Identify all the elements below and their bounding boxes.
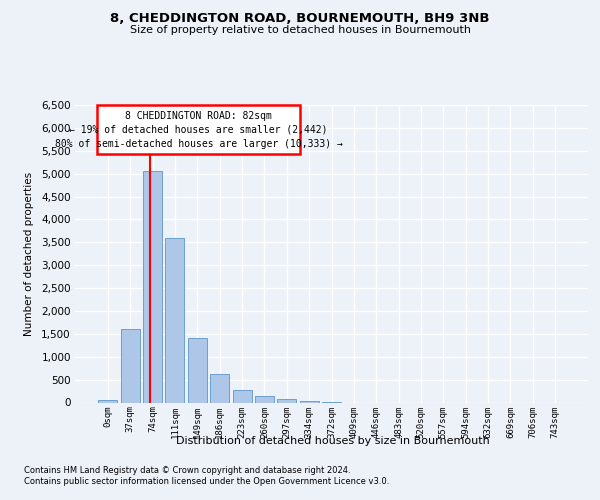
Text: Contains HM Land Registry data © Crown copyright and database right 2024.: Contains HM Land Registry data © Crown c… <box>24 466 350 475</box>
Bar <box>98 400 118 402</box>
Bar <box>166 238 184 402</box>
Bar <box>143 172 162 402</box>
Bar <box>188 338 207 402</box>
Text: Contains public sector information licensed under the Open Government Licence v3: Contains public sector information licen… <box>24 478 389 486</box>
Text: Distribution of detached houses by size in Bournemouth: Distribution of detached houses by size … <box>176 436 490 446</box>
Text: Size of property relative to detached houses in Bournemouth: Size of property relative to detached ho… <box>130 25 470 35</box>
Text: 8, CHEDDINGTON ROAD, BOURNEMOUTH, BH9 3NB: 8, CHEDDINGTON ROAD, BOURNEMOUTH, BH9 3N… <box>110 12 490 26</box>
FancyBboxPatch shape <box>97 106 300 154</box>
Bar <box>255 396 274 402</box>
Text: 8 CHEDDINGTON ROAD: 82sqm
← 19% of detached houses are smaller (2,442)
80% of se: 8 CHEDDINGTON ROAD: 82sqm ← 19% of detac… <box>55 110 343 148</box>
Bar <box>277 399 296 402</box>
Bar <box>299 400 319 402</box>
Bar <box>210 374 229 402</box>
Bar <box>233 390 251 402</box>
Bar <box>121 330 140 402</box>
Y-axis label: Number of detached properties: Number of detached properties <box>24 172 34 336</box>
